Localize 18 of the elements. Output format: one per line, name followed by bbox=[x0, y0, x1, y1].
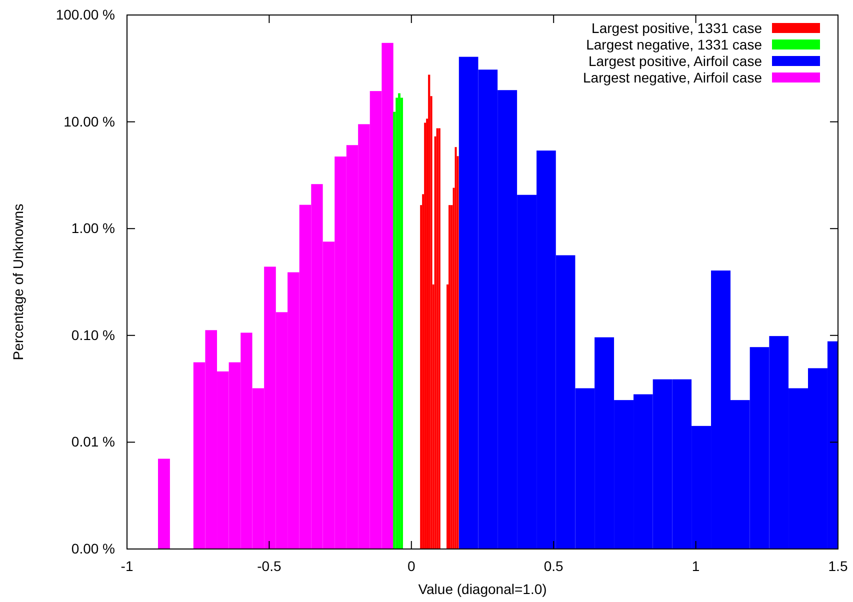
x-tick-label: 1.5 bbox=[828, 558, 848, 574]
legend-label: Largest positive, Airfoil case bbox=[588, 53, 762, 69]
y-tick-label: 1.00 % bbox=[71, 220, 115, 236]
legend-label: Largest negative, 1331 case bbox=[586, 36, 762, 52]
y-tick-label: 0.01 % bbox=[71, 434, 115, 450]
y-tick-label: 0.00 % bbox=[71, 540, 115, 556]
legend-label: Largest positive, 1331 case bbox=[592, 20, 762, 36]
x-tick-label: 0 bbox=[408, 558, 416, 574]
x-tick-label: 0.5 bbox=[544, 558, 564, 574]
y-axis-title: Percentage of Unknowns bbox=[10, 204, 26, 360]
x-tick-label: -0.5 bbox=[257, 558, 282, 574]
x-tick-label: 1 bbox=[692, 558, 700, 574]
y-tick-label: 0.10 % bbox=[71, 326, 115, 343]
x-tick-label: -1 bbox=[120, 558, 134, 574]
legend-label: Largest negative, Airfoil case bbox=[583, 70, 762, 86]
y-tick-label: 100.00 % bbox=[56, 6, 115, 22]
y-tick-label: 10.00 % bbox=[64, 113, 115, 130]
x-axis-title: Value (diagonal=1.0) bbox=[418, 581, 547, 597]
